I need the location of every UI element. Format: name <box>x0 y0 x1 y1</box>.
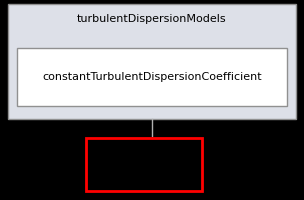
Bar <box>17 48 287 106</box>
Text: constantTurbulentDispersionCoefficient: constantTurbulentDispersionCoefficient <box>42 72 262 82</box>
Bar <box>8 5 296 119</box>
Bar <box>86 138 202 191</box>
Text: turbulentDispersionModels: turbulentDispersionModels <box>77 14 227 24</box>
